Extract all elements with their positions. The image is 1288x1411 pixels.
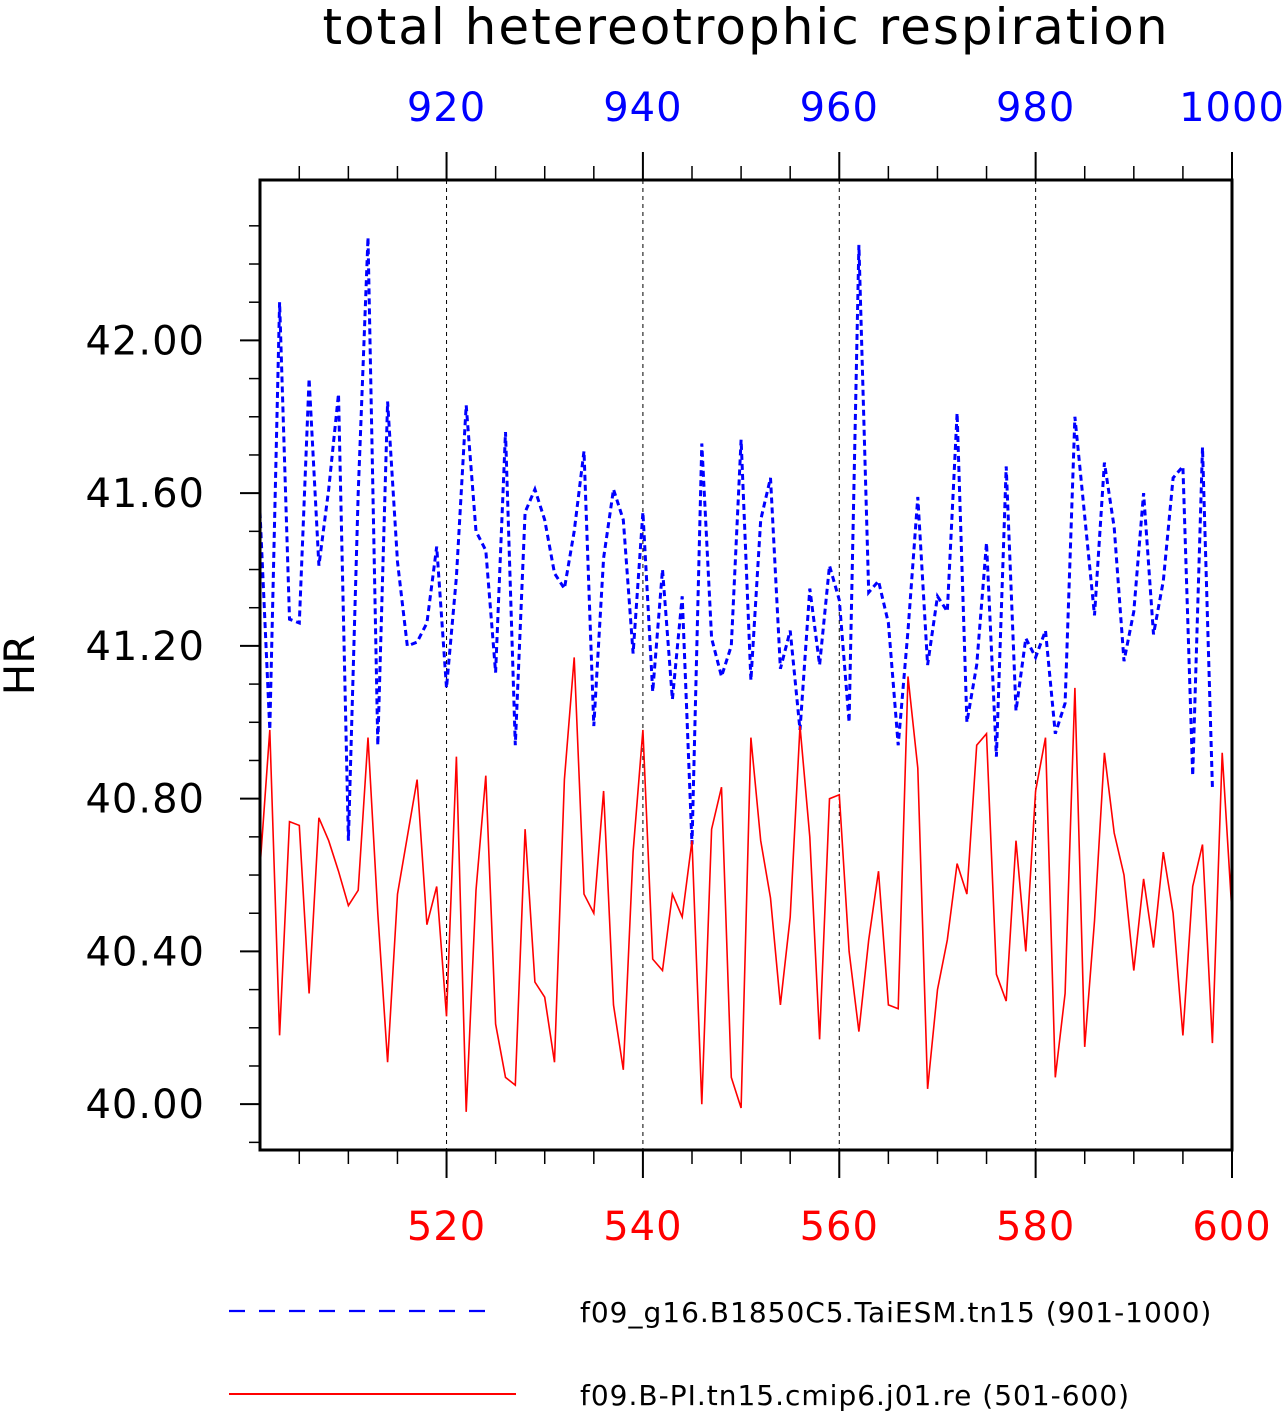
y-tick-label: 40.00: [85, 1082, 205, 1128]
y-tick-label: 40.80: [85, 777, 205, 823]
y-axis: 40.00 40.40 40.80 41.20 41.60 42.00: [85, 318, 205, 1128]
legend-label-series-2: f09.B-PI.tn15.cmip6.j01.re (501-600): [580, 1379, 1130, 1411]
top-x-tick-label: 1000: [1179, 85, 1285, 131]
bottom-x-tick-label: 520: [407, 1204, 486, 1250]
legend-label-series-1: f09_g16.B1850C5.TaiESM.tn15 (901-1000): [580, 1296, 1212, 1329]
y-tick-label: 40.40: [85, 929, 205, 975]
top-x-tick-label: 960: [800, 85, 879, 131]
y-tick-label: 42.00: [85, 318, 205, 364]
chart-title: total hetereotrophic respiration: [322, 0, 1169, 56]
series-layer: [258, 237, 1233, 1112]
top-x-tick-label: 940: [603, 85, 682, 131]
top-x-tick-label: 920: [407, 85, 486, 131]
bottom-x-axis: 520 540 560 580 600: [407, 1204, 1271, 1250]
top-x-tick-label: 980: [996, 85, 1075, 131]
bottom-x-tick-label: 580: [996, 1204, 1075, 1250]
top-x-axis: 920 940 960 980 1000: [407, 85, 1285, 131]
bottom-x-tick-label: 540: [603, 1204, 682, 1250]
ticks: [240, 152, 1233, 1178]
grid: [446, 180, 1037, 1150]
y-tick-label: 41.60: [85, 471, 205, 517]
legend: f09_g16.B1850C5.TaiESM.tn15 (901-1000) f…: [229, 1296, 1212, 1411]
bottom-x-tick-label: 560: [800, 1204, 879, 1250]
y-axis-label: HR: [0, 635, 44, 696]
series-line-1: [258, 237, 1214, 845]
plot-frame: [258, 178, 1234, 1152]
series-line-2: [259, 657, 1233, 1112]
bottom-x-tick-label: 600: [1192, 1204, 1271, 1250]
y-tick-label: 41.20: [85, 624, 205, 670]
